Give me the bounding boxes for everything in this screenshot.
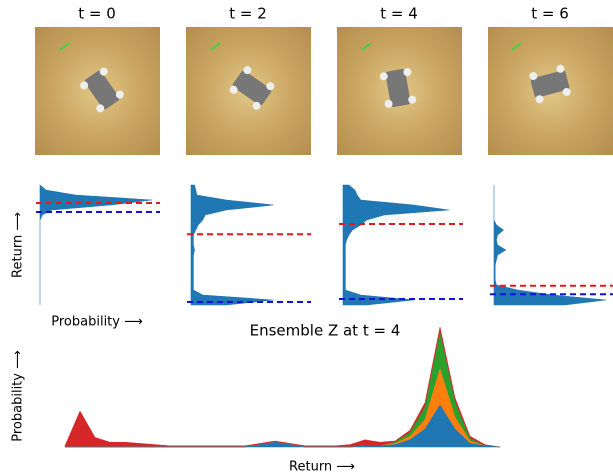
stacked-area: [65, 404, 501, 448]
chart-title: Ensemble Z at t = 4: [250, 322, 401, 340]
frame-title: t = 4: [380, 5, 418, 23]
frame-image: [488, 27, 613, 155]
density-area: [493, 185, 607, 306]
y-axis-label: Probability ⟶: [11, 350, 26, 442]
density-area: [39, 184, 153, 305]
frame-image: [186, 27, 311, 155]
density-area: [342, 184, 450, 306]
frame-image: [35, 27, 160, 155]
frame-image: [337, 27, 462, 155]
x-axis-label: Probability ⟶: [51, 315, 143, 330]
frame-title: t = 6: [531, 5, 569, 23]
y-axis-label: Return ⟶: [11, 212, 26, 278]
x-axis-label: Return ⟶: [289, 460, 355, 475]
density-area: [190, 184, 274, 306]
frame-title: t = 0: [78, 5, 116, 23]
frames: [35, 27, 613, 155]
frame-title: t = 2: [229, 5, 267, 23]
